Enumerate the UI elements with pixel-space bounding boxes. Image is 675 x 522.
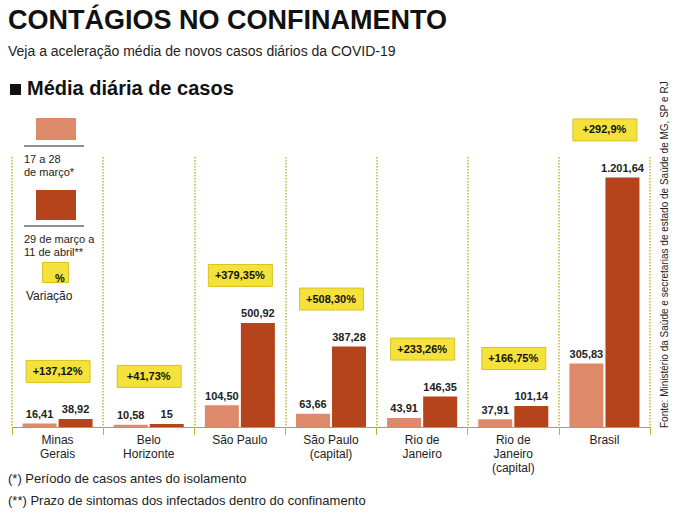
svg-text:+166,75%: +166,75% xyxy=(488,352,538,364)
svg-text:(*) Período de casos antes do: (*) Período de casos antes do isolamento xyxy=(8,471,246,486)
svg-text:de março*: de março* xyxy=(24,166,75,178)
svg-text:+41,73%: +41,73% xyxy=(127,370,171,382)
svg-text:43,91: 43,91 xyxy=(390,402,418,414)
svg-text:Gerais: Gerais xyxy=(40,447,75,461)
svg-text:29 de março a: 29 de março a xyxy=(24,233,95,245)
svg-text:CONTÁGIOS NO CONFINAMENTO: CONTÁGIOS NO CONFINAMENTO xyxy=(8,4,447,35)
svg-text:Média diária de casos: Média diária de casos xyxy=(27,77,234,99)
svg-text:Janeiro: Janeiro xyxy=(494,447,534,461)
svg-text:387,28: 387,28 xyxy=(332,331,366,343)
svg-text:Rio de: Rio de xyxy=(496,433,531,447)
svg-text:15: 15 xyxy=(161,408,173,420)
svg-text:Belo: Belo xyxy=(137,433,161,447)
svg-text:Horizonte: Horizonte xyxy=(123,447,175,461)
svg-text:104,50: 104,50 xyxy=(205,390,239,402)
svg-text:São Paulo: São Paulo xyxy=(212,433,268,447)
svg-text:38,92: 38,92 xyxy=(62,403,90,415)
svg-text:146,35: 146,35 xyxy=(423,381,457,393)
svg-text:(capital): (capital) xyxy=(492,461,535,475)
svg-text:63,66: 63,66 xyxy=(299,398,327,410)
svg-text:305,83: 305,83 xyxy=(570,348,604,360)
svg-text:+233,26%: +233,26% xyxy=(397,343,447,355)
svg-text:+508,30%: +508,30% xyxy=(306,293,356,305)
svg-text:11 de abril**: 11 de abril** xyxy=(24,246,84,258)
svg-text:Veja a aceleração média de nov: Veja a aceleração média de novos casos d… xyxy=(8,43,396,59)
svg-text:Variação: Variação xyxy=(26,289,73,303)
svg-text:500,92: 500,92 xyxy=(241,307,275,319)
svg-text:1.201,64: 1.201,64 xyxy=(601,162,645,174)
svg-text:Fonte: Ministério da Saúde e s: Fonte: Ministério da Saúde e secretarias… xyxy=(659,81,670,428)
svg-text:16,41: 16,41 xyxy=(26,408,54,420)
svg-text:37,91: 37,91 xyxy=(482,404,510,416)
svg-text:+137,12%: +137,12% xyxy=(33,365,83,377)
svg-text:Minas: Minas xyxy=(42,433,74,447)
svg-text:+379,35%: +379,35% xyxy=(215,269,265,281)
svg-text:São Paulo: São Paulo xyxy=(303,433,359,447)
svg-text:Brasil: Brasil xyxy=(589,433,619,447)
svg-text:101,14: 101,14 xyxy=(514,390,549,402)
svg-text:(**) Prazo de sintomas dos inf: (**) Prazo de sintomas dos infectados de… xyxy=(8,493,366,508)
svg-text:10,58: 10,58 xyxy=(117,409,145,421)
svg-text:Janeiro: Janeiro xyxy=(402,447,442,461)
svg-text:17 a 28: 17 a 28 xyxy=(24,153,61,165)
svg-text:+292,9%: +292,9% xyxy=(583,123,627,135)
svg-text:%: % xyxy=(55,272,65,284)
svg-text:(capital): (capital) xyxy=(310,447,353,461)
svg-text:Rio de: Rio de xyxy=(405,433,440,447)
